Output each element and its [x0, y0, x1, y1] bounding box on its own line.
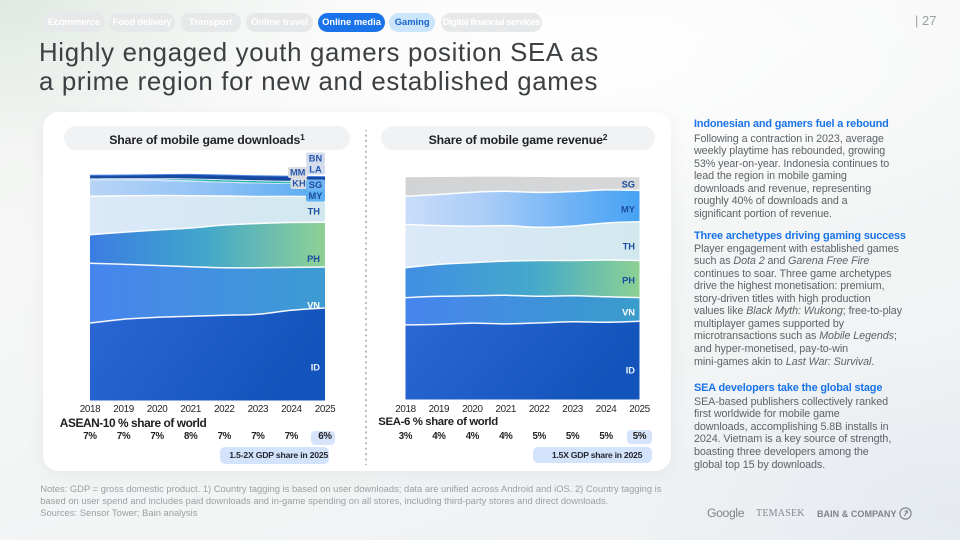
svg-text:TH: TH — [623, 242, 636, 252]
svg-text:ID: ID — [311, 363, 321, 373]
svg-text:PH: PH — [622, 276, 635, 286]
svg-text:SG: SG — [622, 180, 635, 190]
svg-text:TH: TH — [308, 207, 321, 217]
svg-text:KH: KH — [292, 179, 306, 189]
svg-text:BN: BN — [309, 153, 323, 163]
svg-text:LA: LA — [309, 165, 322, 175]
svg-text:MY: MY — [621, 205, 636, 215]
svg-text:ID: ID — [626, 366, 636, 376]
svg-text:PH: PH — [307, 254, 320, 264]
svg-text:VN: VN — [307, 301, 320, 311]
svg-text:SG: SG — [309, 180, 322, 190]
svg-text:MY: MY — [309, 191, 324, 201]
svg-text:VN: VN — [622, 308, 635, 318]
svg-text:MM: MM — [290, 168, 306, 178]
